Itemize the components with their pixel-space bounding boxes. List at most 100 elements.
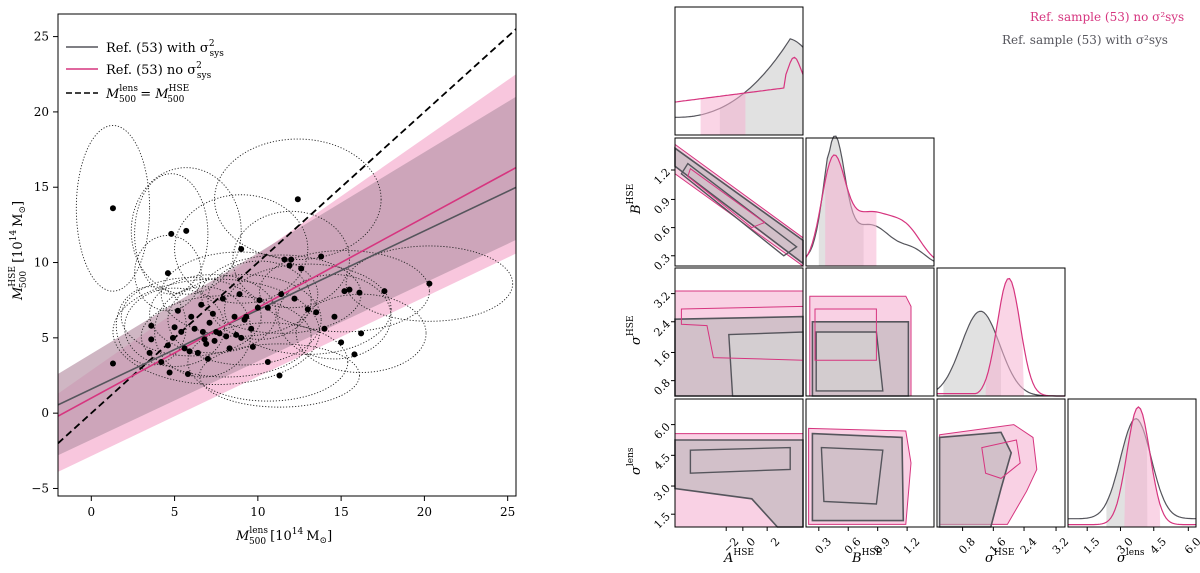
scatter-point (146, 349, 153, 356)
y-tick-label: −5 (31, 481, 49, 495)
x-tick-label: 15 (333, 505, 348, 519)
sub-500: 500 (119, 95, 136, 105)
xlabel-m: M (235, 529, 250, 544)
error-ellipse (214, 138, 382, 260)
corner-legend-with-sys: Ref. sample (53) with σ²sys (1002, 33, 1168, 47)
corner-ylabels: BHSE σHSE σlens (626, 184, 644, 475)
ylabel-msun: M (11, 214, 26, 227)
scatter-point (281, 256, 288, 263)
ylabel-m: M (11, 286, 26, 301)
scatter-point (338, 339, 345, 346)
data-points (109, 196, 433, 379)
corner-panel (805, 398, 935, 528)
fit-line-with-sys (58, 186, 516, 406)
scatter-point (304, 306, 311, 313)
corner-y-tick-label: 0.9 (651, 195, 673, 217)
legend-eq: = M (136, 87, 169, 102)
corner-y-tick-label: 6.0 (651, 420, 673, 442)
error-ellipse (154, 286, 252, 378)
scatter-point (109, 205, 116, 212)
x-tick-label: 0 (87, 505, 95, 519)
credible-interval-A-no (700, 93, 746, 135)
corner-panel (805, 135, 935, 267)
scatter-point (331, 313, 338, 320)
xlabel-sigma-lens-sup: lens (1126, 548, 1145, 558)
scatter-point (219, 295, 226, 302)
scatter-point (351, 351, 358, 358)
panel-frame (936, 267, 1066, 397)
scatter-point (178, 328, 185, 335)
y-tick-label: 25 (34, 30, 49, 44)
contour-inner-with (728, 331, 804, 397)
corner-y-tick-label: 4.5 (651, 451, 673, 473)
marginal-curve-sigL-no (1068, 406, 1196, 526)
corner-x-tick-label: 2.4 (1018, 535, 1040, 557)
xlabel-B: B (851, 551, 862, 566)
scatter-point (313, 309, 320, 316)
scatter-point (216, 330, 223, 337)
contour-inner-no (814, 308, 877, 361)
legend-m: M (105, 87, 120, 102)
scatter-point (148, 336, 155, 343)
scatter-ticks: 0 5 10 15 20 25 −5 0 5 10 15 20 25 (31, 30, 515, 519)
scatter-point (199, 328, 206, 335)
legend-sq: 2 (209, 39, 215, 49)
scatter-point (426, 280, 433, 287)
corner-x-tick-label: 4.5 (1148, 535, 1170, 557)
scatter-point (231, 313, 238, 320)
ylabel-sup: HSE (8, 266, 18, 287)
corner-y-tick-label: 0.8 (651, 376, 673, 398)
band-overlap (58, 96, 516, 456)
corner-panel (936, 267, 1066, 397)
contour-inner-with (820, 446, 884, 505)
credible-interval-sigH-with (943, 311, 1001, 396)
corner-xlabels: AHSE BHSE σHSE σlens (723, 548, 1145, 566)
corner-panel (1067, 398, 1197, 528)
error-ellipse (232, 210, 350, 309)
scatter-point (184, 370, 191, 377)
scatter-point (169, 334, 176, 341)
scatter-point (236, 291, 243, 298)
scatter-point (223, 333, 230, 340)
credible-interval-sigH-no (985, 278, 1024, 396)
contour-inner-no (981, 439, 1021, 479)
marginal-curve-A-no (674, 56, 804, 103)
error-ellipse (199, 343, 360, 408)
xlabel-exp: 14 (292, 527, 304, 537)
scatter-point (249, 343, 256, 350)
contour-inner-with (689, 446, 791, 474)
ylabel-sigma-hse: σ (629, 335, 644, 345)
scatter-point (358, 330, 365, 337)
svg-text:σlens: σlens (1117, 548, 1145, 566)
contour-inner-with (815, 331, 884, 392)
scatter-point (186, 348, 193, 355)
band-with-sys (58, 96, 516, 456)
x-tick-label: 20 (417, 505, 432, 519)
xlabel-close: ] (327, 529, 332, 544)
svg-text:Ref. sample (53) no σ²sys: Ref. sample (53) no σ²sys (1030, 10, 1184, 24)
panel-frame (674, 137, 804, 267)
legend-sq: 2 (196, 61, 202, 71)
xlabel-sigma-lens: σ (1117, 551, 1127, 566)
scatter-point (291, 295, 298, 302)
corner-y-tick-label: 0.3 (651, 252, 673, 274)
confidence-bands (58, 74, 516, 472)
ylabel-sub: 500 (19, 271, 29, 288)
svg-text:σlens: σlens (626, 447, 644, 475)
scatter-point (109, 360, 116, 367)
svg-text:Ref. (53) with σ2sys: Ref. (53) with σ2 sys (106, 39, 224, 59)
error-ellipse (120, 277, 262, 357)
svg-text:σHSE: σHSE (626, 316, 644, 345)
panel-frame (805, 398, 935, 528)
corner-x-tick-label: 0.3 (813, 535, 835, 557)
scatter-legend: Ref. (53) with σ2 sys Ref. (53) no σ2 sys … (66, 39, 224, 105)
scatter-point (278, 291, 285, 298)
scatter-point (206, 319, 213, 326)
panel-frame (805, 137, 935, 267)
corner-x-tick-label: 6.0 (1182, 535, 1200, 557)
svg-text:BHSE: BHSE (851, 548, 882, 566)
panel-frame (674, 267, 804, 397)
panel-frame (674, 6, 804, 136)
contour-outer-with (811, 432, 905, 522)
